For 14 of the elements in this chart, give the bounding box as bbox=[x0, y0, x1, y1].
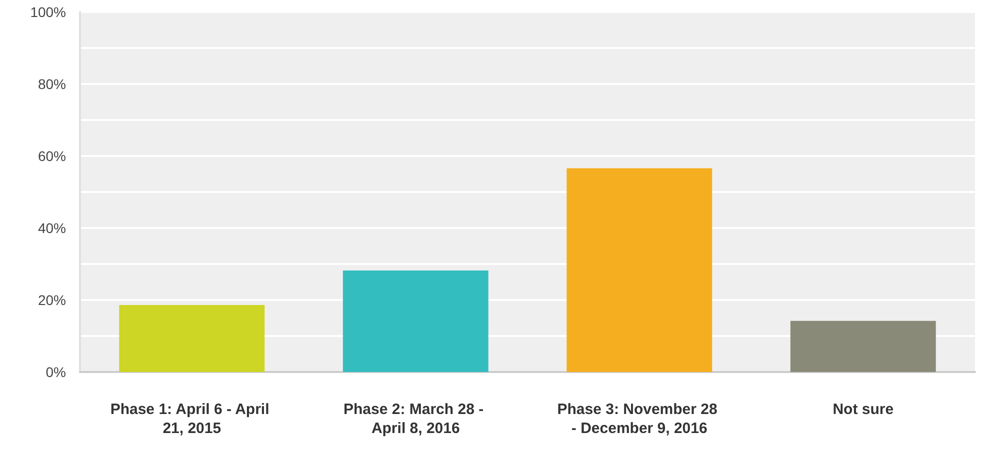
bar bbox=[790, 320, 936, 372]
y-tick-label: 80% bbox=[38, 76, 66, 92]
x-tick-label: Phase 1: April 6 - April 21, 2015 bbox=[110, 401, 274, 437]
y-tick-label: 100% bbox=[30, 4, 66, 20]
bar bbox=[119, 305, 265, 372]
bar bbox=[566, 168, 712, 372]
x-tick-label: Not sure bbox=[832, 401, 894, 418]
x-tick-label: Phase 3: November 28 - December 9, 2016 bbox=[557, 401, 722, 437]
bar bbox=[342, 270, 488, 372]
x-tick-label: Phase 2: March 28 - April 8, 2016 bbox=[344, 401, 488, 437]
y-tick-label: 60% bbox=[38, 148, 66, 164]
y-tick-label: 40% bbox=[38, 220, 66, 236]
y-tick-label: 0% bbox=[46, 364, 66, 380]
y-tick-label: 20% bbox=[38, 292, 66, 308]
